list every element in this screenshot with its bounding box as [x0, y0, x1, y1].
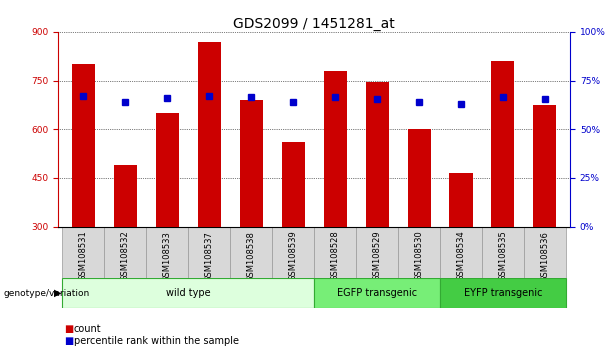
Text: GSM108538: GSM108538 — [246, 231, 256, 281]
Bar — [314, 278, 440, 308]
Text: GSM108534: GSM108534 — [457, 231, 465, 281]
Text: EGFP transgenic: EGFP transgenic — [337, 288, 417, 298]
Bar — [63, 278, 314, 308]
Text: GSM108536: GSM108536 — [541, 231, 549, 281]
Bar — [72, 64, 95, 227]
Text: GSM108532: GSM108532 — [121, 231, 130, 281]
Text: ▶: ▶ — [54, 288, 61, 298]
Bar — [147, 227, 188, 278]
Bar — [356, 227, 398, 278]
Bar — [492, 61, 514, 227]
Text: EYFP transgenic: EYFP transgenic — [463, 288, 543, 298]
Text: wild type: wild type — [166, 288, 211, 298]
Bar — [188, 227, 230, 278]
Bar — [240, 100, 263, 227]
Text: ■: ■ — [64, 324, 74, 333]
Text: GSM108533: GSM108533 — [163, 231, 172, 281]
Bar — [324, 71, 347, 227]
Bar — [482, 227, 524, 278]
Bar — [198, 41, 221, 227]
Bar — [230, 227, 272, 278]
Bar — [408, 129, 430, 227]
Text: GSM108528: GSM108528 — [330, 231, 340, 281]
Bar — [398, 227, 440, 278]
Text: count: count — [74, 324, 101, 333]
Bar — [156, 113, 179, 227]
Bar — [524, 227, 566, 278]
Text: GSM108537: GSM108537 — [205, 231, 214, 281]
Bar — [272, 227, 314, 278]
Text: GSM108529: GSM108529 — [373, 231, 382, 281]
Text: GSM108535: GSM108535 — [498, 231, 508, 281]
Bar — [314, 227, 356, 278]
Bar — [281, 142, 305, 227]
Bar — [63, 227, 104, 278]
Text: GSM108531: GSM108531 — [79, 231, 88, 281]
Title: GDS2099 / 1451281_at: GDS2099 / 1451281_at — [234, 17, 395, 31]
Text: ■: ■ — [64, 336, 74, 346]
Bar — [440, 227, 482, 278]
Bar — [114, 165, 137, 227]
Text: GSM108530: GSM108530 — [414, 231, 424, 281]
Text: GSM108539: GSM108539 — [289, 231, 298, 281]
Text: genotype/variation: genotype/variation — [3, 289, 89, 298]
Bar — [440, 278, 566, 308]
Bar — [449, 173, 473, 227]
Bar — [365, 82, 389, 227]
Bar — [104, 227, 147, 278]
Bar — [533, 105, 557, 227]
Text: percentile rank within the sample: percentile rank within the sample — [74, 336, 238, 346]
